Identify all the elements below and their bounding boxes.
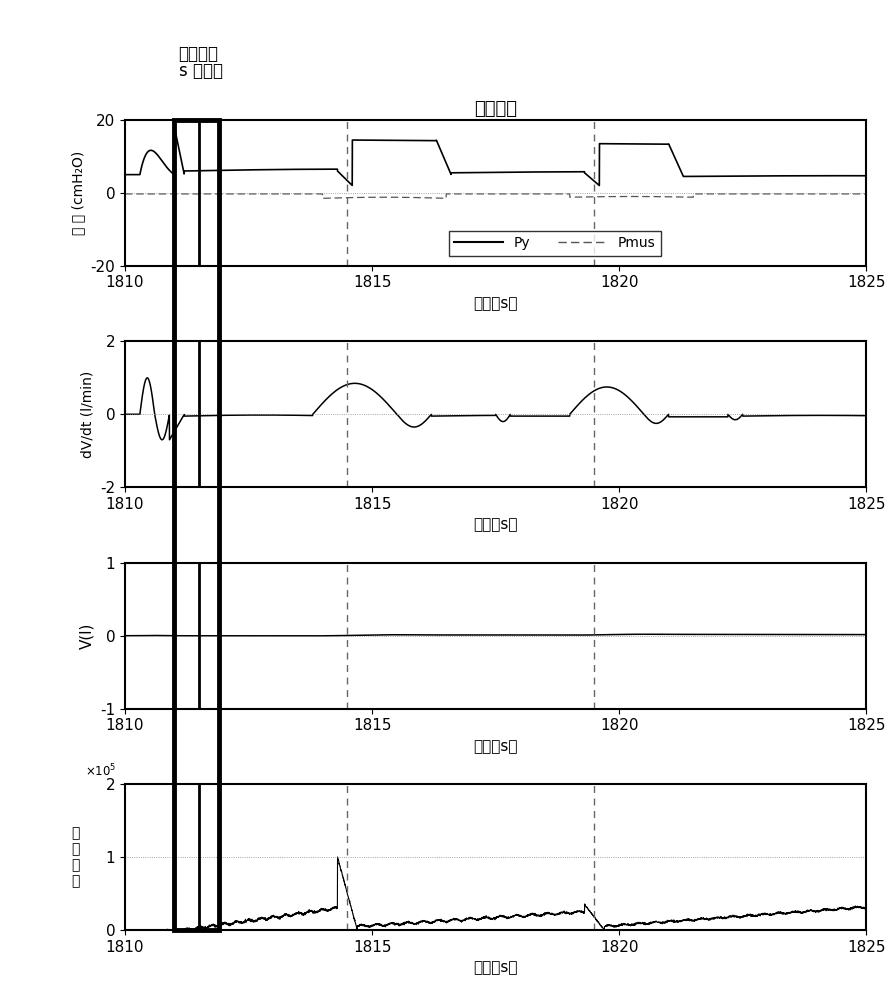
Y-axis label: V(l): V(l) (79, 623, 95, 649)
X-axis label: 时间（s）: 时间（s） (473, 960, 518, 975)
X-axis label: 时间（s）: 时间（s） (473, 517, 518, 532)
Y-axis label: 压 力 (cmH₂O): 压 力 (cmH₂O) (71, 151, 85, 235)
Legend: Py, Pmus: Py, Pmus (448, 231, 661, 256)
Text: $\times10^5$: $\times10^5$ (85, 763, 116, 779)
Y-axis label: 最
敏
感
度: 最 敏 感 度 (71, 826, 79, 888)
X-axis label: 时间（s）: 时间（s） (473, 739, 518, 754)
X-axis label: 时间（s）: 时间（s） (473, 296, 518, 311)
Text: s 个样本: s 个样本 (179, 62, 222, 80)
Text: 窗口长度: 窗口长度 (179, 45, 219, 63)
Y-axis label: dV/dt (l/min): dV/dt (l/min) (80, 371, 95, 458)
Title: 原始数据: 原始数据 (474, 100, 517, 118)
